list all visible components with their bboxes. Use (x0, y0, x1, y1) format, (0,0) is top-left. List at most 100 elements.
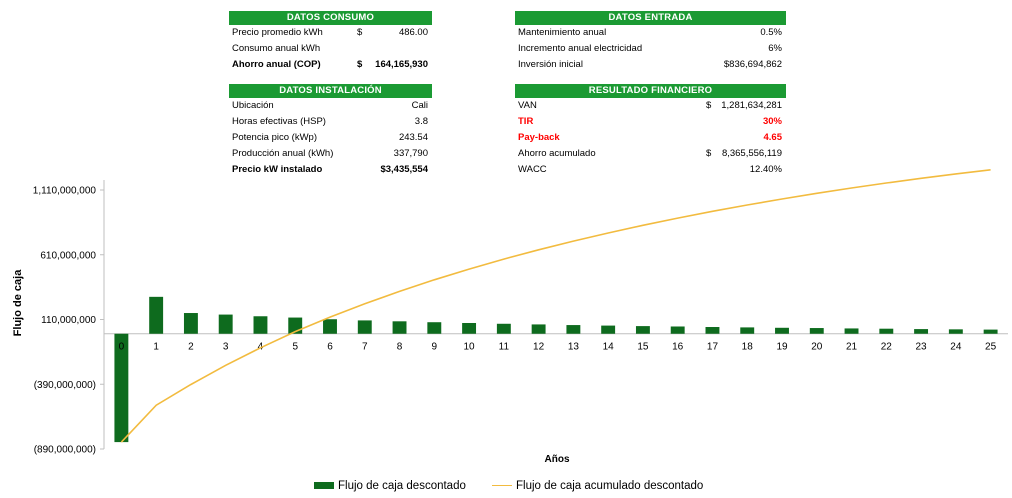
consumo-row-value: 486.00 (398, 27, 428, 38)
legend-line-label: Flujo de caja acumulado descontado (516, 480, 704, 492)
legend-bar-label: Flujo de caja descontado (338, 480, 466, 492)
x-tick-label: 25 (985, 342, 997, 353)
entrada-row-value: 6% (768, 43, 782, 54)
bar (566, 325, 581, 334)
instalacion-row: Precio kW instalado $3,435,554 (229, 162, 432, 178)
datos-instalacion-header: DATOS INSTALACIÓN (229, 84, 432, 98)
legend-line: Flujo de caja acumulado descontado (492, 478, 703, 494)
bar (323, 319, 337, 334)
datos-entrada-table: DATOS ENTRADA Mantenimiento anual 0.5% Inc… (515, 11, 786, 73)
bar (253, 316, 268, 334)
cash-flow-chart: 1,110,000,000 610,000,000 110,000,000 (390,… (12, 169, 1008, 465)
bar (705, 327, 720, 334)
y-tick-label: (890,000,000) (34, 445, 96, 456)
cumulative-line (120, 169, 991, 443)
instalacion-row-value: 337,790 (393, 148, 428, 159)
x-tick-label: 18 (742, 342, 754, 353)
instalacion-row-value: 243.54 (398, 132, 428, 143)
x-tick-label: 23 (916, 342, 928, 353)
bar (357, 320, 372, 334)
consumo-row-value: 164,165,930 (375, 59, 428, 70)
x-tick-label: 19 (776, 342, 788, 353)
x-tick-label: 16 (672, 342, 684, 353)
entrada-row: Incremento anual electricidad 6% (515, 41, 786, 57)
x-tick-label: 10 (464, 342, 476, 353)
resultado-row: Ahorro acumulado $8,365,556,119 (515, 146, 786, 162)
bar (983, 329, 998, 334)
bar (462, 322, 477, 334)
y-tick-label: (390,000,000) (34, 380, 96, 391)
instalacion-row-value: $3,435,554 (380, 164, 428, 175)
bar (914, 329, 929, 334)
bar (114, 333, 129, 443)
x-tick-label: 24 (950, 342, 962, 353)
y-tick-label: 1,110,000,000 (33, 186, 97, 197)
x-tick-label: 14 (603, 342, 615, 353)
bar (531, 324, 546, 334)
instalacion-row-label: Potencia pico (kWp) (232, 132, 318, 143)
x-tick-label: 9 (432, 342, 438, 353)
legend-bar-swatch (314, 482, 334, 490)
resultado-row-label: Ahorro acumulado (518, 148, 596, 159)
resultado-row: VAN $1,281,634,281 (515, 98, 786, 114)
resultado-row-value: 12.40% (749, 164, 782, 175)
x-tick-label: 7 (362, 342, 368, 353)
resultado-row: Pay-back 4.65 (515, 130, 786, 146)
resultado-row-value: 4.65 (763, 132, 783, 143)
entrada-row-value: 0.5% (760, 27, 782, 38)
instalacion-row-label: Horas efectivas (HSP) (232, 116, 326, 127)
x-tick-label: 20 (811, 342, 823, 353)
bar (879, 328, 894, 334)
resultado-financiero-table: RESULTADO FINANCIERO VAN $1,281,634,281 TI… (515, 84, 786, 178)
resultado-row-label: TIR (518, 116, 534, 127)
instalacion-row-label: Producción anual (kWh) (232, 148, 334, 159)
bar (183, 313, 198, 334)
resultado-row-label: Pay-back (518, 132, 560, 143)
instalacion-row-value: 3.8 (414, 116, 428, 127)
resultado-row-currency: $ (706, 148, 712, 159)
resultado-financiero-header: RESULTADO FINANCIERO (515, 84, 786, 98)
consumo-row: Consumo anual kWh (229, 41, 432, 57)
resultado-row: TIR 30% (515, 114, 786, 130)
resultado-row-value: 8,365,556,119 (721, 148, 782, 159)
x-tick-label: 22 (881, 342, 893, 353)
resultado-row-label: WACC (518, 164, 547, 175)
bar (427, 322, 442, 334)
bar (740, 327, 755, 334)
instalacion-row: Potencia pico (kWp) 243.54 (229, 130, 432, 146)
legend-bar: Flujo de caja descontado (314, 478, 466, 494)
instalacion-row-label: Precio kW instalado (232, 164, 323, 175)
x-tick-label: 2 (188, 342, 194, 353)
x-tick-label: 8 (397, 342, 403, 353)
entrada-row: Inversión inicial $836,694,862 (515, 57, 786, 73)
x-tick-label: 21 (846, 342, 858, 353)
x-tick-label: 3 (223, 342, 229, 353)
consumo-row-label: Ahorro anual (COP) (232, 59, 321, 70)
bar (635, 326, 650, 334)
resultado-row-value: 1,281,634,281 (721, 100, 782, 111)
bar (392, 321, 407, 334)
consumo-row: Ahorro anual (COP) $164,165,930 (229, 57, 432, 73)
legend-line-swatch (492, 485, 512, 487)
y-tick-label: 610,000,000 (40, 250, 96, 261)
x-tick-label: 15 (637, 342, 649, 353)
entrada-row: Mantenimiento anual 0.5% (515, 25, 786, 41)
x-tick-label: 1 (153, 342, 159, 353)
datos-instalacion-table: DATOS INSTALACIÓN Ubicación Cali Horas efe… (229, 84, 432, 178)
instalacion-row-label: Ubicación (232, 100, 274, 111)
resultado-row-currency: $ (706, 100, 712, 111)
x-axis-title: Años (545, 454, 570, 465)
resultado-row-value: 30% (762, 116, 782, 127)
entrada-row-label: Inversión inicial (518, 59, 583, 70)
bar (601, 325, 616, 334)
bar (496, 323, 511, 334)
consumo-row-label: Consumo anual kWh (232, 43, 321, 54)
instalacion-row: Horas efectivas (HSP) 3.8 (229, 114, 432, 130)
datos-consumo-header: DATOS CONSUMO (229, 11, 432, 25)
bar (218, 314, 233, 334)
bar (809, 328, 824, 334)
entrada-row-label: Incremento anual electricidad (518, 43, 643, 54)
entrada-row-label: Mantenimiento anual (518, 27, 607, 38)
x-tick-label: 13 (568, 342, 580, 353)
x-tick-label: 17 (707, 342, 719, 353)
